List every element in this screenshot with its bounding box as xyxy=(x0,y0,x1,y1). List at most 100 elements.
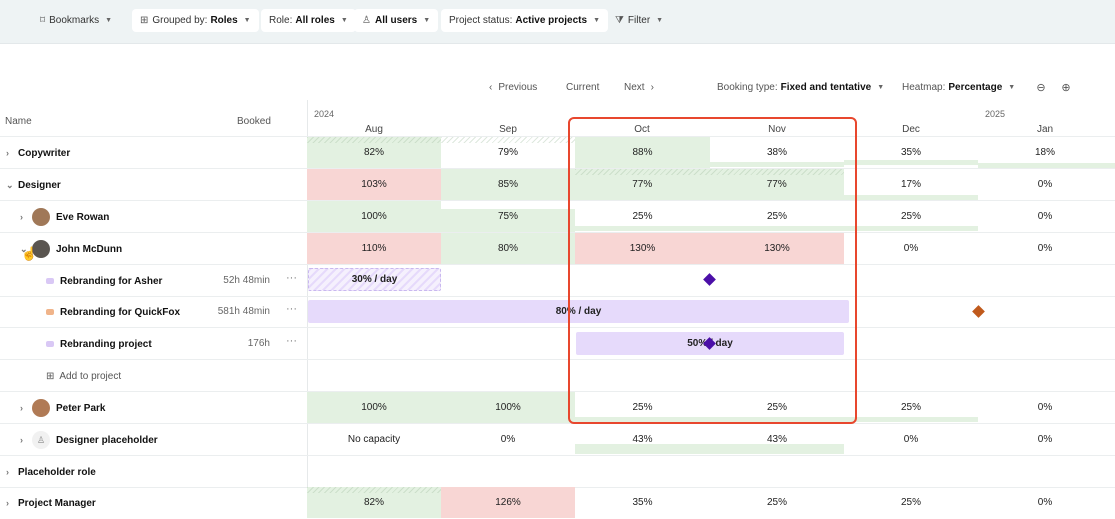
role-dropdown[interactable]: Role: All roles ▼ xyxy=(261,9,356,32)
heatmap-cell[interactable]: 82% xyxy=(307,487,441,518)
zoom-out-icon[interactable]: ⊖ xyxy=(1036,81,1046,94)
heatmap-cell[interactable]: 25% xyxy=(766,211,787,222)
heatmap-cell[interactable]: 0% xyxy=(1037,434,1053,445)
row-divider xyxy=(0,168,1115,169)
booked-hours: 176h xyxy=(247,338,270,349)
heatmap-cell[interactable]: 82% xyxy=(307,137,441,168)
more-icon[interactable]: ··· xyxy=(286,272,297,284)
month-header-sep: Sep xyxy=(499,124,517,135)
heatmap-cell[interactable]: 18% xyxy=(1034,147,1055,158)
heatmap-cell[interactable]: 25% xyxy=(900,211,921,222)
person-row-eve-rowan[interactable]: › Eve Rowan xyxy=(20,201,109,233)
project-row-quickfox[interactable]: Rebranding for QuickFox xyxy=(46,296,180,328)
assignment-bar[interactable]: 30% / day xyxy=(308,268,441,291)
next-button[interactable]: Next › xyxy=(624,78,654,96)
toolbar: ⌑ Bookmarks ▼ ⊞ Grouped by: Roles ▼ Role:… xyxy=(0,0,1115,44)
current-label: Current xyxy=(566,81,600,93)
heatmap-cell[interactable]: 103% xyxy=(307,169,441,200)
milestone-diamond-icon[interactable] xyxy=(972,305,985,318)
chevron-down-icon: ▼ xyxy=(877,83,885,91)
project-color-icon xyxy=(46,309,54,315)
heatmap-cell[interactable]: 25% xyxy=(632,402,653,413)
chevron-right-icon: › xyxy=(20,212,23,222)
heatmap-cell[interactable]: 38% xyxy=(766,147,787,158)
row-divider xyxy=(0,296,1115,297)
role-row-placeholder-role[interactable]: › Placeholder role xyxy=(6,456,96,488)
current-button[interactable]: Current xyxy=(566,78,599,96)
heatmap-cell[interactable]: 77% xyxy=(766,179,787,190)
users-value: All users xyxy=(374,15,418,26)
grid-icon: ⊞ xyxy=(140,15,149,26)
heatmap-cell[interactable]: 77% xyxy=(632,179,653,190)
heatmap-cell[interactable]: 43% xyxy=(632,434,653,445)
heatmap-cell[interactable]: 25% xyxy=(766,497,787,508)
role-row-project-manager[interactable]: › Project Manager xyxy=(6,487,96,519)
filter-button[interactable]: ⧩ Filter ▼ xyxy=(607,9,671,32)
heatmap-cell[interactable]: 25% xyxy=(632,211,653,222)
heatmap-cell[interactable]: 100% xyxy=(307,392,441,423)
heatmap-cell-label: 75% xyxy=(497,211,518,222)
zoom-in-icon[interactable]: ⊕ xyxy=(1061,81,1071,94)
avatar xyxy=(32,399,50,417)
booking-type-dropdown[interactable]: Booking type: Fixed and tentative ▼ xyxy=(717,78,884,96)
user-icon: ♙ xyxy=(362,15,371,26)
month-header-dec: Dec xyxy=(902,124,920,135)
heatmap-cell[interactable]: 0% xyxy=(1037,497,1053,508)
person-row-designer-placeholder[interactable]: › ♙ Designer placeholder xyxy=(20,424,158,456)
heatmap-cell[interactable]: 35% xyxy=(900,147,921,158)
heatmap-cell[interactable]: 0% xyxy=(903,243,919,254)
heatmap-cell[interactable]: 35% xyxy=(632,497,653,508)
row-divider xyxy=(0,327,1115,328)
bookmarks-button[interactable]: ⌑ Bookmarks ▼ xyxy=(32,9,120,32)
heatmap-cell[interactable]: 130% xyxy=(710,233,844,264)
heatmap-cell[interactable]: 80% xyxy=(441,233,575,264)
capacity-bar xyxy=(575,226,844,231)
heatmap-cell[interactable]: 25% xyxy=(900,497,921,508)
booked-hours: 581h 48min xyxy=(217,306,270,317)
heatmap-cell[interactable]: 0% xyxy=(1037,211,1053,222)
person-row-peter-park[interactable]: › Peter Park xyxy=(20,392,105,424)
heatmap-cell[interactable]: 88% xyxy=(575,137,710,168)
previous-button[interactable]: ‹ Previous xyxy=(489,78,537,96)
heatmap-cell[interactable]: 0% xyxy=(1037,179,1053,190)
person-row-john-mcdunn[interactable]: ⌄ John McDunn xyxy=(20,233,122,265)
heatmap-cell[interactable]: No capacity xyxy=(347,434,401,445)
filter-label: Filter xyxy=(627,15,651,26)
grouped-by-dropdown[interactable]: ⊞ Grouped by: Roles ▼ xyxy=(132,9,259,32)
heatmap-cell[interactable]: 79% xyxy=(441,137,575,168)
more-icon[interactable]: ··· xyxy=(286,303,297,315)
project-row-rebranding[interactable]: Rebranding project xyxy=(46,328,152,360)
bookmarks-label: Bookmarks xyxy=(49,15,100,26)
bookmark-icon: ⌑ xyxy=(40,15,46,26)
heatmap-cell[interactable]: 100% xyxy=(307,201,441,232)
heatmap-cell[interactable]: 0% xyxy=(903,434,919,445)
project-status-dropdown[interactable]: Project status: Active projects ▼ xyxy=(441,9,608,32)
heatmap-cell[interactable]: 43% xyxy=(766,434,787,445)
assignment-bar[interactable]: 80% / day xyxy=(308,300,849,323)
heatmap-cell[interactable]: 130% xyxy=(575,233,710,264)
role-row-designer[interactable]: ⌄ Designer xyxy=(6,169,61,201)
heatmap-cell[interactable]: 0% xyxy=(1037,402,1053,413)
status-label: Project status: xyxy=(449,15,513,26)
heatmap-cell[interactable]: 0% xyxy=(500,434,516,445)
heatmap-cell[interactable]: 100% xyxy=(441,392,575,423)
heatmap-cell[interactable]: 126% xyxy=(441,487,575,518)
chevron-right-icon: › xyxy=(650,81,654,93)
heatmap-cell[interactable]: 0% xyxy=(1037,243,1053,254)
heatmap-cell[interactable]: 17% xyxy=(900,179,921,190)
project-row-asher[interactable]: Rebranding for Asher xyxy=(46,265,162,297)
heatmap-cell[interactable]: 25% xyxy=(766,402,787,413)
heatmap-cell[interactable]: 110% xyxy=(307,233,441,264)
users-dropdown[interactable]: ♙ All users ▼ xyxy=(354,9,439,32)
heatmap-dropdown[interactable]: Heatmap: Percentage ▼ xyxy=(902,78,1015,96)
month-header-jan: Jan xyxy=(1036,124,1054,135)
heatmap-cell[interactable]: 25% xyxy=(900,402,921,413)
row-label: Peter Park xyxy=(56,402,106,414)
heatmap-cell[interactable]: 85% xyxy=(441,169,575,200)
more-icon[interactable]: ··· xyxy=(286,335,297,347)
chevron-down-icon: ▼ xyxy=(593,17,600,24)
booking-value: Fixed and tentative xyxy=(780,81,872,93)
role-row-copywriter[interactable]: › Copywriter xyxy=(6,137,70,169)
row-label: Project Manager xyxy=(18,497,96,509)
add-to-project-button[interactable]: ⊞ Add to project xyxy=(46,360,121,392)
